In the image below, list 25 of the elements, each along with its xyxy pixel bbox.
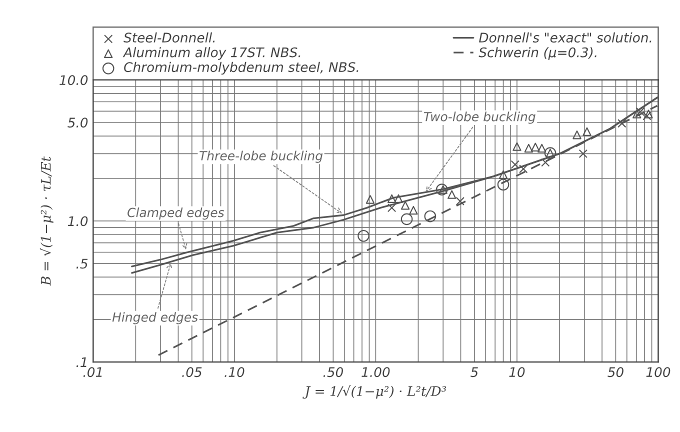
x-tick-label: .01 xyxy=(83,367,102,378)
annotation: Hinged edges xyxy=(112,312,198,324)
x-tick-label: 100 xyxy=(646,367,670,378)
x-tick-label: 5 xyxy=(470,367,478,378)
x-tick-label: 10 xyxy=(509,367,525,378)
legend-label: Chromium-molybdenum steel, NBS. xyxy=(124,62,358,75)
annotation: Two-lobe buckling xyxy=(424,112,536,124)
y-tick-label: 10.0 xyxy=(60,75,88,86)
y-axis-title: B = √(1−μ²) · τL/Et xyxy=(40,156,54,286)
x-tick-label: .50 xyxy=(323,367,343,378)
x-tick-label: .05 xyxy=(182,367,202,378)
x-tick-label: 1.00 xyxy=(362,367,390,378)
legend-label: Schwerin (μ=0.3). xyxy=(478,47,596,60)
y-tick-label: 5.0 xyxy=(68,118,88,128)
annotation: Three-lobe buckling xyxy=(200,150,323,163)
legend-label: Donnell's "exact" solution. xyxy=(479,32,652,43)
y-tick-label: 1.0 xyxy=(68,216,88,226)
legend-label: Steel-Donnell. xyxy=(124,32,215,43)
y-tick-label: .1 xyxy=(76,357,86,368)
annotation: Clamped edges xyxy=(128,208,224,220)
y-tick-label: .5 xyxy=(76,258,88,269)
x-tick-label: .10 xyxy=(224,367,244,378)
x-axis-title: J = 1/√(1−μ²) · L²t/D³ xyxy=(302,385,446,399)
x-tick-label: 50 xyxy=(608,367,624,378)
legend-label: Aluminum alloy 17ST. NBS. xyxy=(122,47,300,60)
